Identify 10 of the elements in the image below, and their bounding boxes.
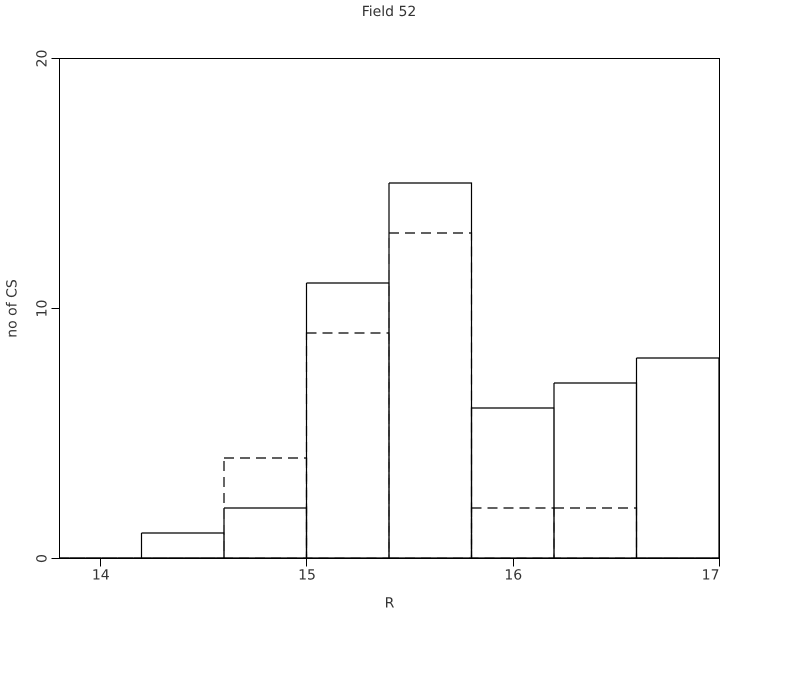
y-axis-title: no of CS xyxy=(4,279,20,338)
y-tick-label: 10 xyxy=(34,300,50,318)
y-tick-label: 0 xyxy=(34,554,50,563)
x-axis-title: R xyxy=(384,596,395,612)
x-tick-label: 16 xyxy=(504,568,522,584)
x-tick-label: 17 xyxy=(702,568,720,584)
x-tick-label: 14 xyxy=(92,568,110,584)
x-tick-label: 15 xyxy=(298,568,316,584)
chart-title: Field 52 xyxy=(362,4,416,20)
y-tick-label: 20 xyxy=(34,50,50,68)
